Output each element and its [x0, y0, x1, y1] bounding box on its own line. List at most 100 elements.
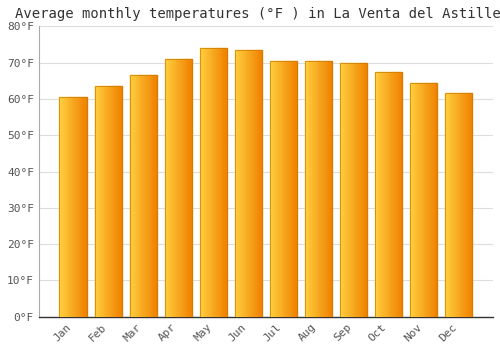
Bar — [210, 48, 212, 317]
Bar — [289, 61, 290, 317]
Bar — [412, 83, 414, 317]
Bar — [279, 61, 280, 317]
Bar — [170, 59, 171, 317]
Bar — [340, 63, 367, 317]
Bar — [386, 72, 387, 317]
Bar — [322, 61, 323, 317]
Bar — [395, 72, 396, 317]
Bar — [392, 72, 393, 317]
Bar — [244, 50, 245, 317]
Bar — [411, 83, 412, 317]
Bar — [354, 63, 356, 317]
Bar — [378, 72, 380, 317]
Bar — [276, 61, 277, 317]
Bar — [169, 59, 170, 317]
Bar — [446, 93, 447, 317]
Bar — [360, 63, 361, 317]
Bar — [70, 97, 72, 317]
Bar — [282, 61, 284, 317]
Bar — [190, 59, 191, 317]
Bar — [445, 93, 446, 317]
Bar — [112, 86, 113, 317]
Bar — [225, 48, 226, 317]
Bar — [130, 75, 157, 317]
Bar — [73, 97, 74, 317]
Bar — [396, 72, 397, 317]
Bar — [382, 72, 383, 317]
Bar — [448, 93, 450, 317]
Bar — [357, 63, 358, 317]
Bar — [76, 97, 77, 317]
Bar — [311, 61, 312, 317]
Bar — [314, 61, 315, 317]
Bar — [184, 59, 186, 317]
Bar — [174, 59, 176, 317]
Bar — [110, 86, 111, 317]
Bar — [180, 59, 181, 317]
Bar — [155, 75, 156, 317]
Bar — [215, 48, 216, 317]
Bar — [183, 59, 184, 317]
Bar — [66, 97, 67, 317]
Bar — [244, 50, 246, 317]
Bar — [468, 93, 469, 317]
Bar — [108, 86, 109, 317]
Bar — [224, 48, 225, 317]
Bar — [419, 83, 420, 317]
Bar — [135, 75, 136, 317]
Bar — [222, 48, 224, 317]
Bar — [400, 72, 402, 317]
Bar — [384, 72, 385, 317]
Bar — [99, 86, 100, 317]
Bar — [356, 63, 357, 317]
Bar — [456, 93, 457, 317]
Bar — [208, 48, 209, 317]
Bar — [251, 50, 252, 317]
Bar — [253, 50, 254, 317]
Bar — [290, 61, 292, 317]
Bar — [140, 75, 141, 317]
Bar — [398, 72, 400, 317]
Bar — [72, 97, 73, 317]
Bar — [166, 59, 168, 317]
Bar — [305, 61, 332, 317]
Bar — [60, 97, 62, 317]
Bar — [176, 59, 178, 317]
Bar — [359, 63, 360, 317]
Bar — [84, 97, 85, 317]
Bar — [347, 63, 348, 317]
Bar — [430, 83, 431, 317]
Bar — [94, 86, 122, 317]
Bar — [62, 97, 63, 317]
Bar — [292, 61, 294, 317]
Bar — [318, 61, 320, 317]
Bar — [341, 63, 342, 317]
Bar — [394, 72, 395, 317]
Bar — [243, 50, 244, 317]
Bar — [328, 61, 330, 317]
Bar — [308, 61, 310, 317]
Bar — [164, 59, 192, 317]
Bar — [445, 93, 472, 317]
Bar — [429, 83, 430, 317]
Bar — [454, 93, 455, 317]
Bar — [466, 93, 467, 317]
Bar — [134, 75, 135, 317]
Bar — [349, 63, 350, 317]
Bar — [219, 48, 220, 317]
Bar — [460, 93, 462, 317]
Bar — [305, 61, 332, 317]
Bar — [340, 63, 341, 317]
Bar — [462, 93, 464, 317]
Bar — [94, 86, 122, 317]
Bar — [86, 97, 87, 317]
Bar — [294, 61, 296, 317]
Bar — [433, 83, 434, 317]
Bar — [200, 48, 227, 317]
Bar — [133, 75, 134, 317]
Bar — [154, 75, 155, 317]
Bar — [397, 72, 398, 317]
Bar — [286, 61, 287, 317]
Bar — [118, 86, 119, 317]
Bar — [452, 93, 454, 317]
